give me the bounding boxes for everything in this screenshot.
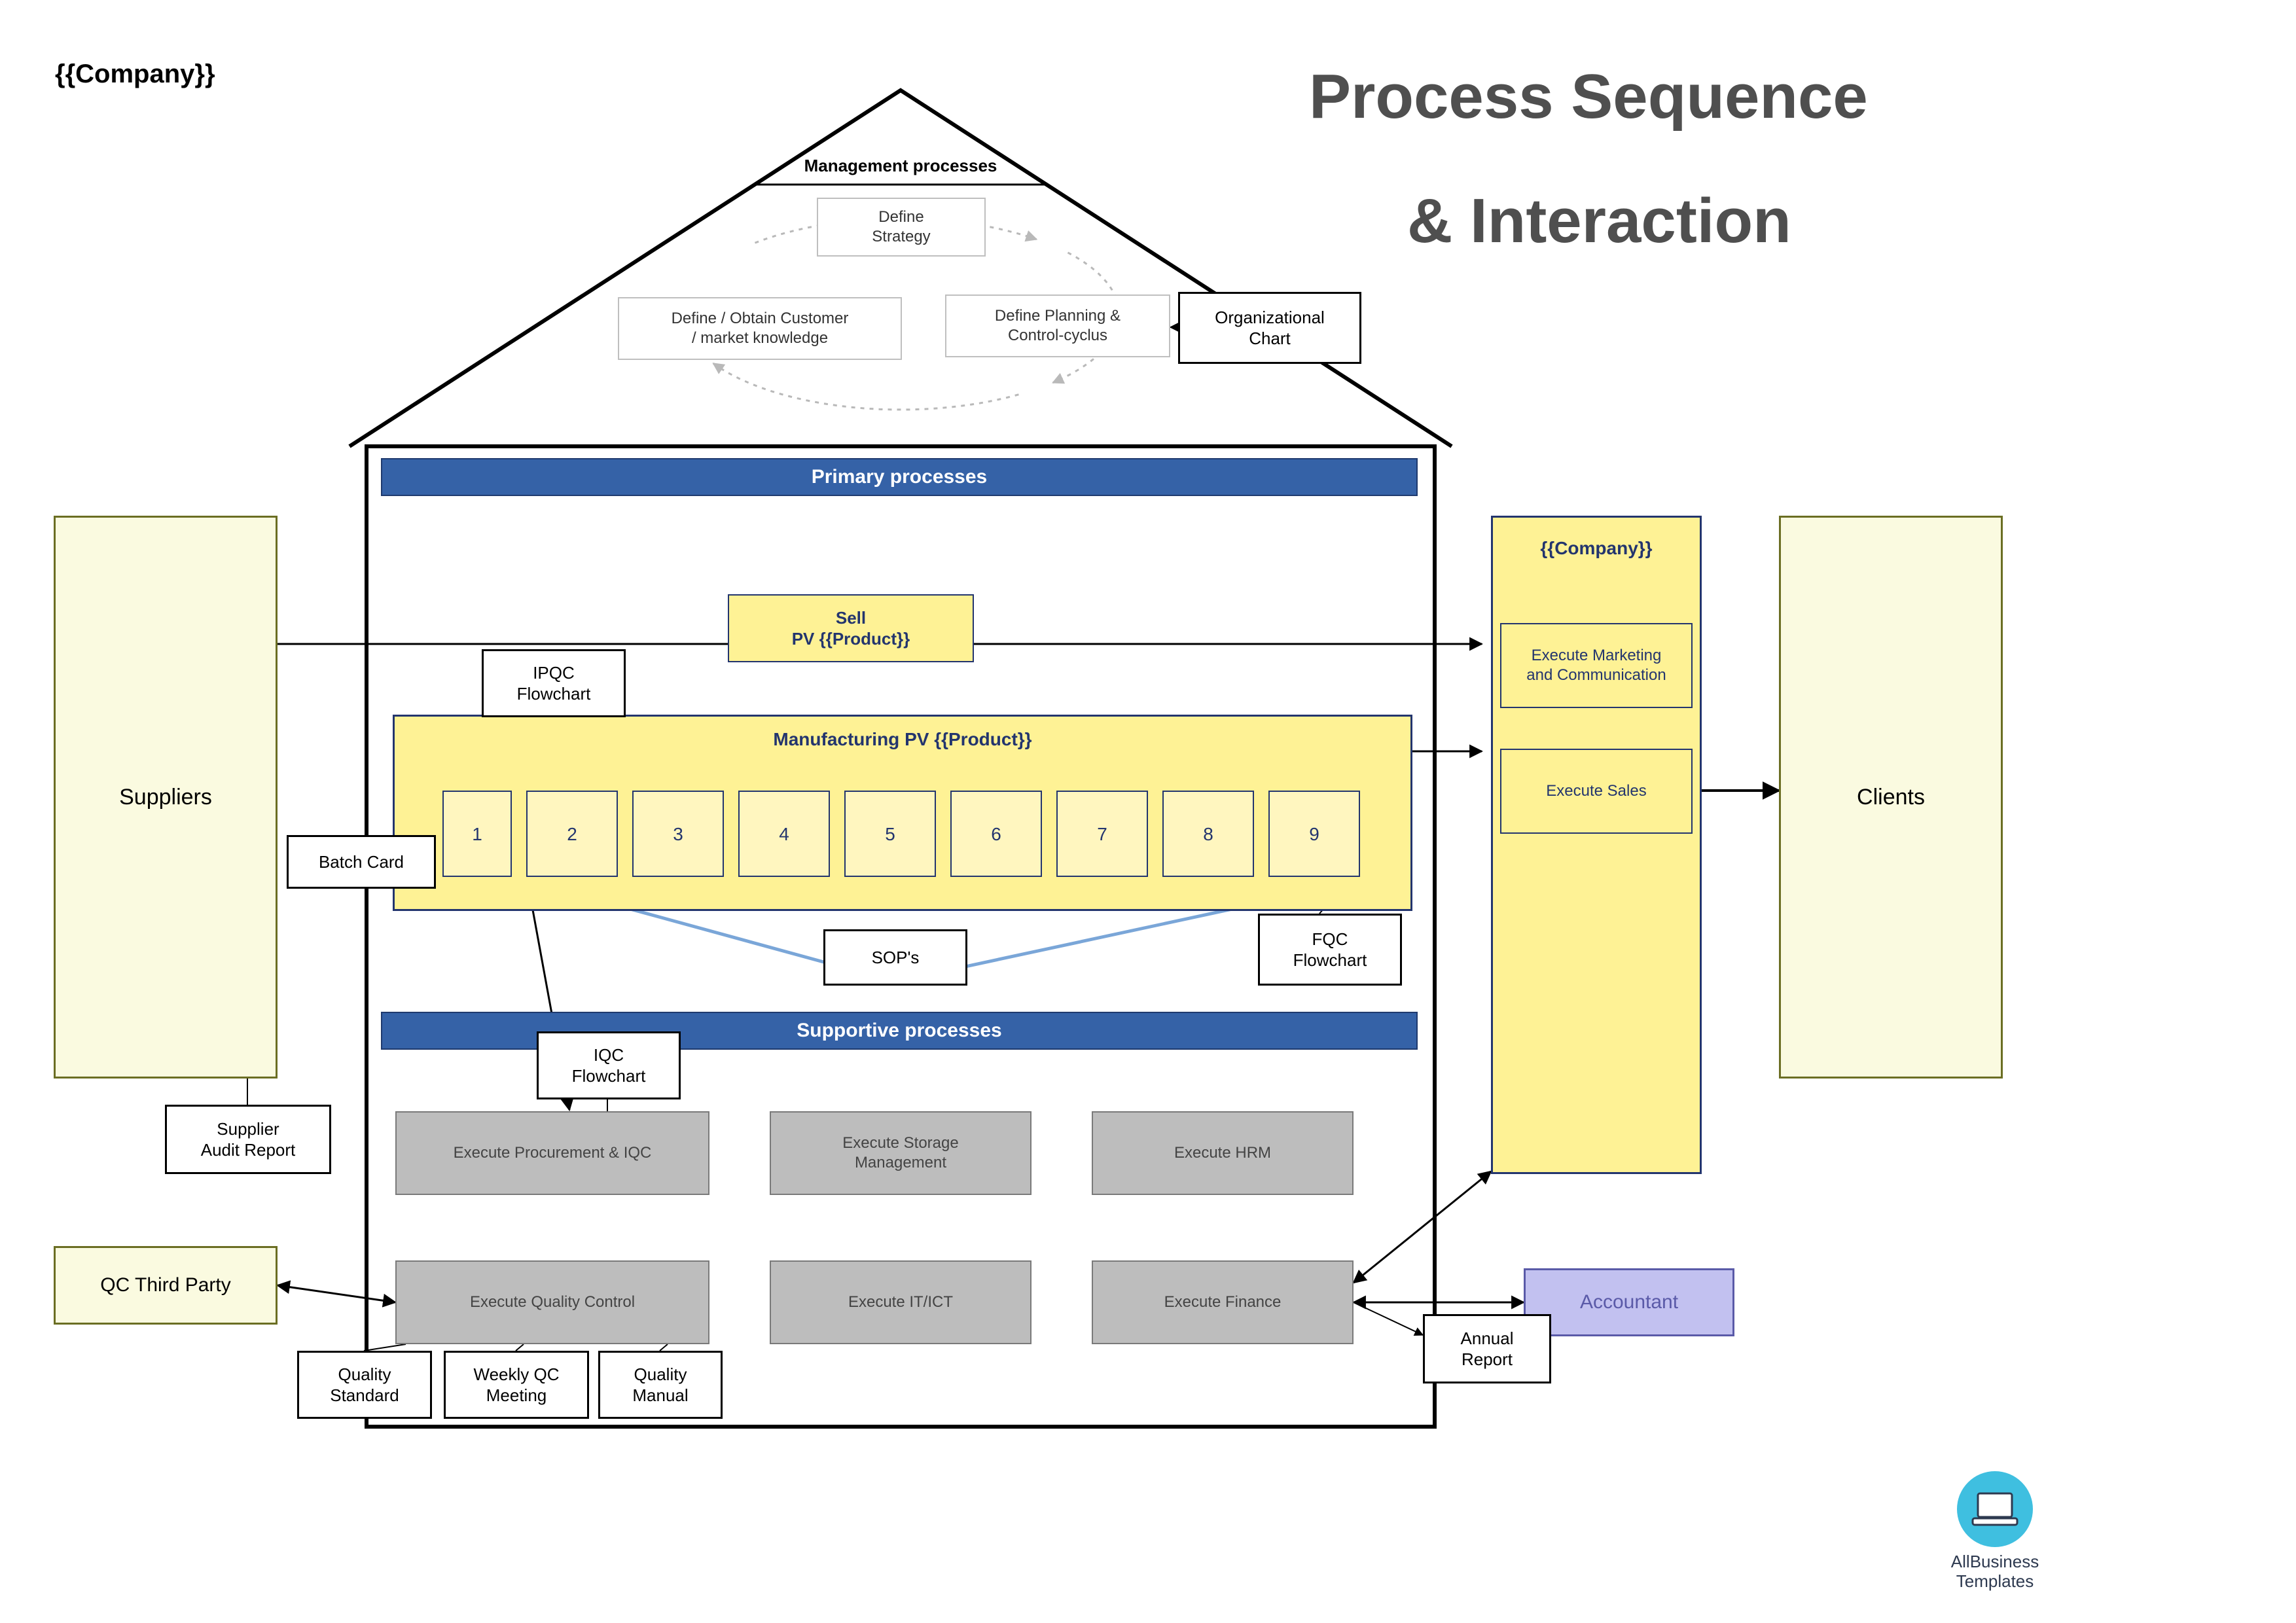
block-clients-label: Clients (1857, 783, 1925, 812)
support-box-finance: Execute Finance (1092, 1260, 1354, 1344)
arrow-qstd-up (364, 1344, 406, 1351)
mfg-cell-5: 5 (844, 791, 936, 877)
mfg-cell-7: 7 (1056, 791, 1148, 877)
roof-title: Management processes (757, 148, 1045, 185)
roof-box-customer: Define / Obtain Customer / market knowle… (618, 297, 902, 360)
block-company-sales-label: Execute Sales (1546, 781, 1646, 801)
callout-iqc-label: IQC Flowchart (572, 1044, 646, 1087)
support-box-storage: Execute Storage Management (770, 1111, 1031, 1195)
block-company-sales: Execute Sales (1500, 749, 1693, 834)
callout-quality-manual: Quality Manual (598, 1351, 723, 1419)
banner-primary: Primary processes (381, 458, 1418, 496)
arrow-qman-up (660, 1344, 668, 1351)
callout-annual-report-label: Annual Report (1461, 1328, 1514, 1370)
mfg-cell-4: 4 (738, 791, 830, 877)
mfg-cell-6: 6 (950, 791, 1042, 877)
mfg-cell-9: 9 (1268, 791, 1360, 877)
mfg-cell-3: 3 (632, 791, 724, 877)
arrow-finance-to-annual (1354, 1302, 1423, 1335)
arrow-finance-to-company (1354, 1171, 1491, 1283)
callout-batch: Batch Card (287, 835, 436, 889)
block-suppliers: Suppliers (54, 516, 278, 1079)
mfg-cell-2: 2 (526, 791, 618, 877)
arrow-wqc-up (516, 1344, 524, 1351)
banner-supportive-label: Supportive processes (797, 1020, 1001, 1042)
callout-ipqc: IPQC Flowchart (482, 649, 626, 717)
block-accountant-label: Accountant (1580, 1290, 1678, 1315)
callout-quality-standard-label: Quality Standard (330, 1364, 399, 1406)
callout-fqc: FQC Flowchart (1258, 914, 1402, 986)
diagram-stage: {{Company}} Process Sequence & Interacti… (0, 0, 2296, 1623)
block-clients: Clients (1779, 516, 2003, 1079)
support-box-hrm: Execute HRM (1092, 1111, 1354, 1195)
block-company (1491, 516, 1702, 1174)
mfg-cell-8: 8 (1162, 791, 1254, 877)
block-qc-third-party-label: QC Third Party (100, 1273, 231, 1298)
arrow-qc3p-to-qc (278, 1285, 395, 1302)
callout-annual-report: Annual Report (1423, 1314, 1551, 1383)
block-company-marketing-label: Execute Marketing and Communication (1526, 646, 1666, 685)
callout-org-chart-label: Organizational Chart (1215, 307, 1325, 349)
block-company-marketing: Execute Marketing and Communication (1500, 623, 1693, 708)
block-accountant: Accountant (1524, 1268, 1734, 1336)
banner-primary-label: Primary processes (812, 466, 988, 488)
support-box-it: Execute IT/ICT (770, 1260, 1031, 1344)
roof-box-customer-label: Define / Obtain Customer / market knowle… (672, 309, 849, 348)
roof-box-strategy-label: Define Strategy (872, 207, 930, 247)
manufacturing-title: Manufacturing PV {{Product}} (393, 726, 1412, 753)
roof-box-strategy: Define Strategy (817, 198, 986, 257)
brand-text-2: Templates (1936, 1572, 2054, 1592)
callout-weekly-qc: Weekly QC Meeting (444, 1351, 589, 1419)
block-qc-third-party: QC Third Party (54, 1246, 278, 1325)
callout-quality-standard: Quality Standard (297, 1351, 432, 1419)
block-suppliers-label: Suppliers (119, 783, 212, 812)
block-company-title: {{Company}} (1491, 529, 1702, 568)
callout-ipqc-label: IPQC Flowchart (517, 662, 591, 705)
callout-sop: SOP's (823, 929, 967, 986)
support-box-procurement: Execute Procurement & IQC (395, 1111, 709, 1195)
callout-batch-label: Batch Card (319, 851, 404, 873)
callout-iqc: IQC Flowchart (537, 1031, 681, 1099)
callout-weekly-qc-label: Weekly QC Meeting (474, 1364, 560, 1406)
sell-box-label: Sell PV {{Product}} (792, 607, 910, 650)
callout-quality-manual-label: Quality Manual (632, 1364, 688, 1406)
callout-org-chart: Organizational Chart (1178, 292, 1361, 364)
roof-box-planning: Define Planning & Control-cyclus (945, 294, 1170, 357)
mfg-cell-1: 1 (442, 791, 512, 877)
brand-text-1: AllBusiness (1936, 1552, 2054, 1572)
callout-supplier-audit: Supplier Audit Report (165, 1105, 331, 1174)
callout-sop-label: SOP's (872, 947, 920, 969)
roof-box-planning-label: Define Planning & Control-cyclus (995, 306, 1121, 346)
callout-fqc-label: FQC Flowchart (1293, 929, 1367, 971)
sell-box: Sell PV {{Product}} (728, 594, 974, 662)
callout-supplier-audit-label: Supplier Audit Report (201, 1118, 296, 1161)
support-box-quality: Execute Quality Control (395, 1260, 709, 1344)
